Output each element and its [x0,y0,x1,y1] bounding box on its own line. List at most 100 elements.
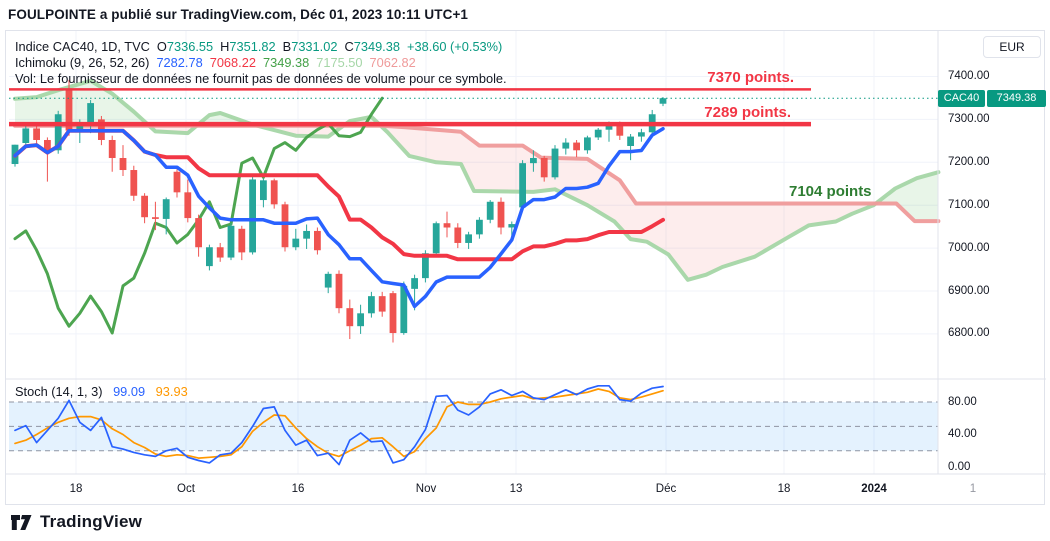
candle-body [141,195,148,218]
candle-body [54,114,62,151]
candle-body [119,158,127,171]
attribution-text: FOULPOINTE a publié sur TradingView.com,… [8,7,469,22]
candle-body [324,273,332,288]
ohlc-values: O7336.55 H7351.82 B7331.02 C7349.38 [157,39,407,54]
ichimoku-legend-row[interactable]: Ichimoku (9, 26, 52, 26) 7282.78 7068.22 73… [15,55,423,70]
candle-body [152,217,159,219]
candle-body [270,180,278,205]
candle-body [87,103,94,124]
candle-body [238,228,246,253]
chart-card: Indice CAC40, 1D, TVC O7336.55 H7351.82 B73… [5,30,1046,506]
candle-body [22,128,30,143]
candle-body [573,142,580,151]
ichimoku-value: 7175.50 [316,55,363,70]
time-axis-label: 1 [969,483,977,495]
symbol-legend-row[interactable]: Indice CAC40, 1D, TVC O7336.55 H7351.82 B73… [15,39,502,54]
candle-body [173,171,181,193]
candle-body [465,234,472,243]
candle-body [335,273,343,309]
candle-body [443,223,451,228]
candle-body [432,223,440,254]
stoch-d-value: 93.93 [155,384,188,399]
symbol-title: Indice CAC40, 1D, TVC [15,39,150,54]
candle-body [616,123,624,136]
candle-body [508,224,516,228]
senkou-a-line [13,78,941,282]
candle-body [227,225,235,258]
candle-body [314,230,321,251]
candle-body [130,170,138,196]
tradingview-icon [11,514,32,530]
candle-body [584,137,591,151]
level-label[interactable]: 7370 points. [707,69,794,87]
level-label[interactable]: 7104 points [789,183,872,201]
price-tick-label: 7000.00 [948,241,990,254]
candle-body [249,179,256,253]
chart-plot-area[interactable] [6,31,1046,506]
tenkan-line [13,126,665,309]
tradingview-logo[interactable]: TradingView [10,512,142,532]
candle-body [281,204,289,248]
time-axis-label: Déc [655,483,677,495]
candle-body [368,296,375,314]
currency-button[interactable]: EUR [983,36,1041,58]
ichimoku-cloud [380,125,876,280]
candle-body [303,230,310,239]
candle-body [216,247,224,258]
volume-note-row: Vol: Le fournisseur de données ne fourni… [15,71,507,86]
price-tick-label: 7200.00 [948,155,990,168]
candle-body [476,219,483,235]
stoch-label: Stoch (14, 1, 3) [15,384,103,399]
time-axis-label: 16 [291,483,305,495]
candle-body [605,123,613,130]
time-axis-label: 18 [777,483,791,495]
stoch-legend-row[interactable]: Stoch (14, 1, 3) 99.09 93.93 [15,384,188,399]
candle-body [260,180,267,201]
candle-body [638,132,645,137]
ichimoku-value: 7062.82 [369,55,416,70]
ichimoku-label: Ichimoku (9, 26, 52, 26) [15,55,150,70]
change-value: +38.60 (+0.53%) [406,39,503,54]
candle-body [76,123,84,131]
time-axis-label: Oct [177,483,195,495]
ohlc-item: H7351.82 [220,39,276,54]
stoch-tick-label: 0.00 [948,460,971,473]
candle-body [162,199,170,219]
ohlc-item: O7336.55 [156,39,214,54]
level-label[interactable]: 7289 points. [704,104,791,122]
stoch-tick-label: 80.00 [948,395,977,408]
candle-body [292,238,300,248]
stoch-tick-label: 40.00 [948,428,977,440]
candle-body [530,158,537,164]
time-axis-label: 18 [69,483,83,495]
candle-body [206,247,213,267]
tradingview-wordmark: TradingView [40,512,143,531]
candle-body [389,293,397,334]
candle-body [357,313,364,327]
candle-body [346,308,354,327]
ichimoku-cloud [875,172,939,222]
price-tick-label: 7300.00 [948,112,990,125]
ichimoku-value: 7282.78 [156,55,203,70]
stoch-d-line [14,388,664,459]
candle-body [400,285,408,334]
price-tick-label: 7100.00 [948,198,990,211]
badge-price: 7349.38 [987,89,1046,107]
candle-body [195,218,202,248]
ichimoku-value: 7349.38 [262,55,310,70]
candle-body [659,98,667,104]
candle-body [497,201,505,228]
candle-body [454,227,462,243]
candle-body [65,90,73,131]
candle-body [378,296,386,312]
senkou-b-line [13,123,941,224]
candle-body [562,142,570,149]
candle-body [486,201,494,220]
price-scale[interactable]: EUR 7400.00 7300.00 7200.00 7100.00 7000.00 6… [938,31,1046,474]
candle-body [33,128,40,140]
candle-body [551,148,559,178]
ohlc-item: C7349.38 [344,39,400,54]
time-scale[interactable]: 18 Oct 16 Nov 13 Déc 18 2024 1 [6,475,1046,505]
price-tick-label: 7400.00 [948,70,990,82]
time-axis-label: Nov [415,483,437,495]
